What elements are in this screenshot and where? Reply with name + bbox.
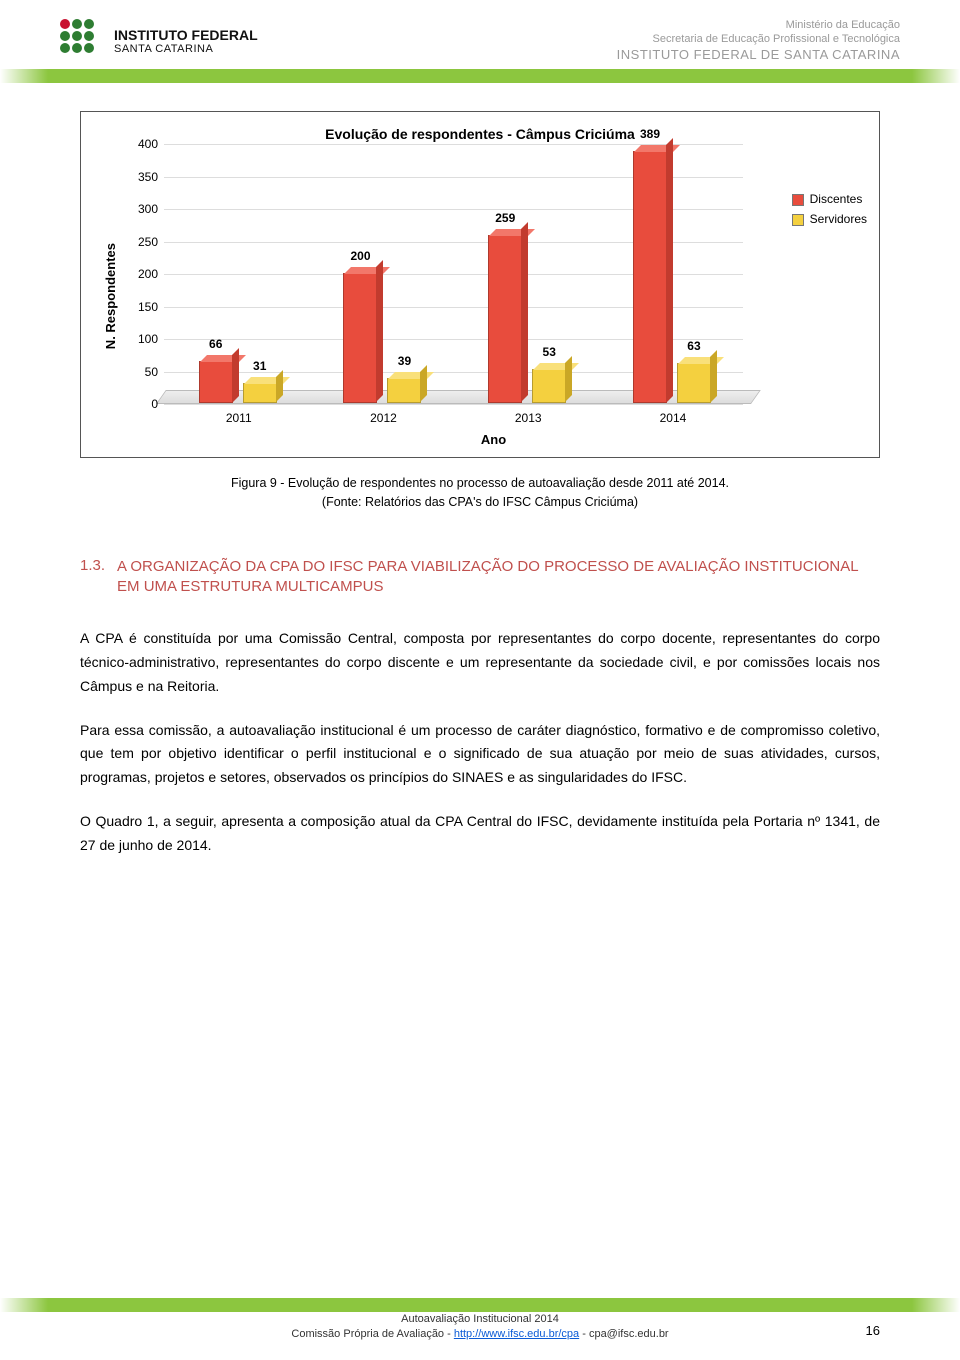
chart-title: Evolução de respondentes - Câmpus Criciú… bbox=[97, 126, 863, 142]
footer-line1: Autoavaliação Institucional 2014 bbox=[401, 1313, 559, 1325]
chart-bar-value: 31 bbox=[235, 359, 285, 373]
page-number: 16 bbox=[866, 1323, 880, 1338]
chart-bar bbox=[633, 151, 667, 404]
section-title-text: A ORGANIZAÇÃO DA CPA DO IFSC PARA VIABIL… bbox=[117, 557, 880, 598]
header-green-bar bbox=[60, 69, 900, 83]
section-number: 1.3. bbox=[80, 557, 105, 574]
chart-ylabel: N. Respondentes bbox=[97, 243, 124, 349]
chart-bar-value: 200 bbox=[335, 249, 385, 263]
header-right-line3: INSTITUTO FEDERAL DE SANTA CATARINA bbox=[617, 47, 900, 64]
paragraph-2: Para essa comissão, a autoavaliação inst… bbox=[80, 719, 880, 790]
chart-bar bbox=[488, 235, 522, 403]
chart-bar-value: 39 bbox=[379, 354, 429, 368]
chart-bar-value: 259 bbox=[480, 211, 530, 225]
caption-line1: Figura 9 - Evolução de respondentes no p… bbox=[231, 476, 729, 490]
footer-line2-suffix: - cpa@ifsc.edu.br bbox=[579, 1328, 668, 1340]
header-left-line2: SANTA CATARINA bbox=[114, 43, 258, 55]
ifsc-logo-icon bbox=[60, 19, 104, 63]
header-logo-left: INSTITUTO FEDERAL SANTA CATARINA bbox=[60, 19, 258, 63]
section-heading: 1.3. A ORGANIZAÇÃO DA CPA DO IFSC PARA V… bbox=[80, 557, 880, 598]
chart-bar bbox=[387, 378, 421, 403]
footer-text: Autoavaliação Institucional 2014 Comissã… bbox=[0, 1312, 960, 1342]
header-right: Ministério da Educação Secretaria de Edu… bbox=[617, 18, 900, 63]
chart-bars: 66312011200392012259532013389632014 bbox=[164, 144, 743, 403]
chart-bar-value: 66 bbox=[191, 337, 241, 351]
chart-legend: Discentes Servidores bbox=[792, 192, 867, 232]
header-right-line2: Secretaria de Educação Profissional e Te… bbox=[617, 32, 900, 46]
chart-ytick: 150 bbox=[126, 300, 158, 314]
body-text: A CPA é constituída por uma Comissão Cen… bbox=[80, 627, 880, 857]
chart-bar-value: 389 bbox=[625, 127, 675, 141]
chart-plot: 66312011200392012259532013389632014 0501… bbox=[164, 144, 743, 404]
legend-item: Discentes bbox=[792, 192, 867, 206]
paragraph-1: A CPA é constituída por uma Comissão Cen… bbox=[80, 627, 880, 698]
chart-ytick: 350 bbox=[126, 170, 158, 184]
chart-ytick: 0 bbox=[126, 397, 158, 411]
chart-bar bbox=[243, 383, 277, 403]
chart-ytick: 250 bbox=[126, 235, 158, 249]
chart-bar bbox=[199, 361, 233, 404]
chart-bar bbox=[677, 363, 711, 404]
chart-ytick: 50 bbox=[126, 365, 158, 379]
chart-xcategory: 2012 bbox=[343, 411, 423, 425]
legend-swatch bbox=[792, 194, 804, 206]
caption-line2: (Fonte: Relatórios das CPA's do IFSC Câm… bbox=[322, 495, 638, 509]
chart-container: Evolução de respondentes - Câmpus Criciú… bbox=[80, 111, 880, 458]
chart-xcategory: 2011 bbox=[199, 411, 279, 425]
legend-label: Discentes bbox=[810, 192, 863, 206]
chart-xcategory: 2013 bbox=[488, 411, 568, 425]
chart-ytick: 300 bbox=[126, 202, 158, 216]
page-header: INSTITUTO FEDERAL SANTA CATARINA Ministé… bbox=[0, 0, 960, 69]
footer-green-bar bbox=[60, 1298, 900, 1312]
header-right-line1: Ministério da Educação bbox=[617, 18, 900, 32]
header-left-line1: INSTITUTO FEDERAL bbox=[114, 28, 258, 43]
legend-label: Servidores bbox=[810, 212, 867, 226]
chart-gridline bbox=[164, 404, 743, 405]
chart-ytick: 100 bbox=[126, 332, 158, 346]
footer-link[interactable]: http://www.ifsc.edu.br/cpa bbox=[454, 1328, 579, 1340]
chart-bar-value: 63 bbox=[669, 339, 719, 353]
chart-xlabel: Ano bbox=[124, 432, 863, 447]
legend-item: Servidores bbox=[792, 212, 867, 226]
paragraph-3: O Quadro 1, a seguir, apresenta a compos… bbox=[80, 810, 880, 858]
chart-ytick: 200 bbox=[126, 267, 158, 281]
chart-bar bbox=[532, 369, 566, 403]
chart-bar bbox=[343, 273, 377, 403]
footer-line2-prefix: Comissão Própria de Avaliação - bbox=[291, 1328, 453, 1340]
chart-ytick: 400 bbox=[126, 137, 158, 151]
chart-caption: Figura 9 - Evolução de respondentes no p… bbox=[80, 474, 880, 510]
chart-xcategory: 2014 bbox=[633, 411, 713, 425]
chart-bar-value: 53 bbox=[524, 345, 574, 359]
legend-swatch bbox=[792, 214, 804, 226]
